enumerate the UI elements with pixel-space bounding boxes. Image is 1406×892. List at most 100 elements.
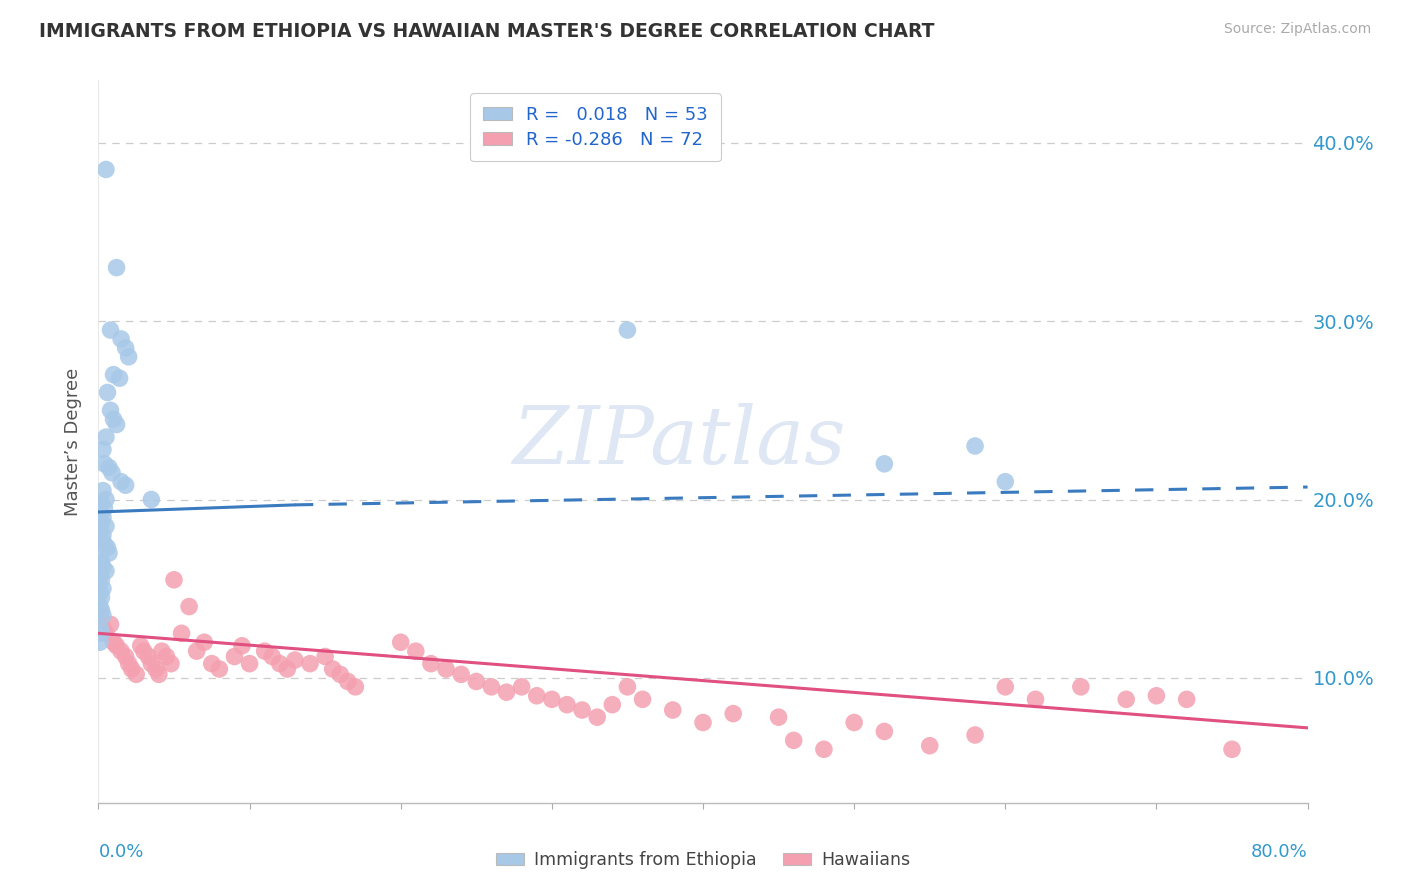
Point (105, 417, 128, 432)
Point (125, 667, 148, 681)
Point (186, 644, 208, 658)
Point (481, 680, 503, 694)
Point (616, 680, 638, 694)
Point (98, 546, 121, 560)
Point (91, 582, 114, 596)
Point (89, 585, 111, 599)
Point (253, 644, 276, 658)
Point (100, 617, 122, 632)
Point (91, 621, 114, 635)
Point (90, 555, 112, 569)
Point (141, 492, 163, 507)
Point (91, 483, 114, 498)
Point (1024, 692, 1046, 706)
Point (224, 649, 246, 664)
Point (495, 685, 517, 699)
Point (89, 621, 111, 635)
Point (314, 649, 336, 664)
Point (90, 533, 112, 548)
Point (114, 478, 136, 492)
Point (132, 644, 155, 658)
Point (540, 692, 562, 706)
Point (94, 564, 117, 578)
Point (94, 519, 117, 533)
Point (965, 728, 987, 742)
Point (873, 457, 896, 471)
Point (89, 599, 111, 614)
Point (91, 510, 114, 524)
Point (918, 739, 941, 753)
Point (994, 475, 1017, 489)
Point (105, 639, 128, 653)
Legend: R =   0.018   N = 53, R = -0.286   N = 72: R = 0.018 N = 53, R = -0.286 N = 72 (470, 93, 720, 161)
Point (299, 657, 322, 671)
Point (91, 560, 114, 574)
Point (90, 591, 112, 605)
Text: 80.0%: 80.0% (1251, 843, 1308, 861)
Point (616, 323, 638, 337)
Point (723, 706, 745, 721)
Point (344, 680, 367, 694)
Point (420, 657, 443, 671)
Point (98, 460, 121, 475)
Point (96, 541, 118, 555)
Point (1144, 689, 1167, 703)
Point (571, 703, 593, 717)
Point (90, 573, 112, 587)
Point (329, 667, 352, 681)
Point (89, 524, 111, 539)
Point (994, 680, 1017, 694)
Text: Source: ZipAtlas.com: Source: ZipAtlas.com (1223, 22, 1371, 37)
Point (1115, 692, 1137, 706)
Point (100, 403, 122, 417)
Point (661, 703, 683, 717)
Point (322, 662, 344, 676)
Point (269, 657, 291, 671)
Point (89, 505, 111, 519)
Point (160, 657, 183, 671)
Point (586, 710, 609, 724)
Point (91, 442, 114, 457)
Point (94, 492, 117, 507)
Point (179, 599, 201, 614)
Point (114, 341, 136, 355)
Point (94, 162, 117, 177)
Point (110, 475, 132, 489)
Point (1070, 680, 1092, 694)
Point (100, 323, 122, 337)
Point (110, 332, 132, 346)
Point (93, 457, 115, 471)
Point (631, 692, 654, 706)
Point (465, 674, 488, 689)
Point (262, 649, 284, 664)
Point (389, 635, 412, 649)
Point (510, 680, 533, 694)
Point (602, 698, 624, 712)
Point (201, 657, 224, 671)
Point (965, 439, 987, 453)
Point (89, 549, 111, 564)
Point (136, 649, 159, 664)
Text: 0.0%: 0.0% (98, 843, 143, 861)
Point (145, 662, 167, 676)
Point (284, 653, 307, 667)
Point (129, 639, 152, 653)
Point (813, 742, 835, 756)
Point (103, 635, 125, 649)
Point (110, 644, 132, 658)
Point (90, 626, 112, 640)
Text: ZIPatlas: ZIPatlas (512, 403, 845, 480)
Point (108, 371, 131, 385)
Point (141, 657, 163, 671)
Point (193, 635, 215, 649)
Point (89, 608, 111, 623)
Point (768, 710, 790, 724)
Point (276, 662, 298, 676)
Point (96, 385, 118, 400)
Point (91, 608, 114, 623)
Point (103, 412, 125, 426)
Legend: Immigrants from Ethiopia, Hawaiians: Immigrants from Ethiopia, Hawaiians (489, 845, 917, 876)
Point (239, 657, 262, 671)
Point (103, 368, 125, 382)
Point (93, 501, 115, 516)
